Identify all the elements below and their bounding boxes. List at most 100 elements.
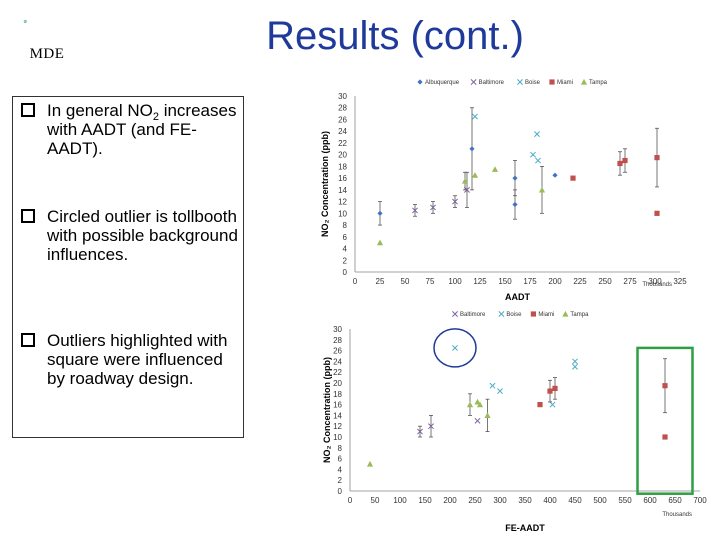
bullet-text-box: In general NO2 increases with AADT (and … <box>12 96 244 438</box>
legend-label-albuquerque: Albuquerque <box>425 80 460 86</box>
data-point-tampa <box>376 239 384 246</box>
legend-marker-miami <box>530 311 536 317</box>
legend-label-tampa: Tampa <box>589 80 608 86</box>
data-point-miami <box>617 160 623 167</box>
data-point-albuquerque <box>377 210 383 216</box>
y-tick-label: 6 <box>343 233 348 242</box>
checkbox-bullet-icon <box>21 333 35 347</box>
y-tick-label: 8 <box>343 221 348 230</box>
legend-marker-miami <box>549 79 555 85</box>
y-tick-label: 2 <box>343 256 348 265</box>
data-point-tampa <box>461 177 469 184</box>
data-point-boise <box>572 363 578 370</box>
data-point-tampa <box>471 172 479 178</box>
data-point-tampa <box>484 412 491 418</box>
page-title: Results (cont.) <box>266 14 524 58</box>
x-tick-label: 250 <box>468 496 482 505</box>
data-point-miami <box>654 155 660 161</box>
x-axis-unit: Thousands <box>642 282 672 288</box>
data-point-tampa <box>466 401 474 408</box>
legend-marker-baltimore <box>470 79 477 85</box>
x-tick-label: 50 <box>401 277 410 286</box>
y-tick-label: 18 <box>338 162 347 171</box>
y-tick-label: 0 <box>343 268 348 277</box>
data-point-tampa <box>474 398 481 405</box>
x-tick-label: 125 <box>473 277 487 286</box>
y-tick-label: 30 <box>338 92 347 101</box>
x-tick-label: 400 <box>543 496 557 505</box>
legend-marker-baltimore <box>452 311 458 317</box>
legend-label-baltimore: Baltimore <box>479 80 505 86</box>
legend-marker-tampa <box>562 310 569 317</box>
y-axis-label: NO₂ Concentration (ppb) <box>320 131 330 237</box>
x-axis-label: FE-AADT <box>505 523 545 533</box>
x-tick-label: 350 <box>518 496 532 505</box>
y-tick-label: 10 <box>338 209 347 218</box>
y-tick-label: 26 <box>338 115 347 124</box>
x-tick-label: 500 <box>593 496 607 505</box>
y-tick-label: 8 <box>338 444 343 453</box>
data-point-tampa <box>538 186 546 193</box>
y-tick-label: 12 <box>338 198 347 207</box>
data-point-miami <box>537 402 543 408</box>
outlier-square <box>636 346 694 495</box>
bullet-text: In general NO2 increases with AADT (and … <box>47 101 237 158</box>
x-tick-label: 225 <box>573 277 587 286</box>
data-point-albuquerque <box>552 172 558 178</box>
legend-marker-boise <box>517 79 523 85</box>
x-tick-label: 0 <box>353 277 358 286</box>
x-tick-label: 275 <box>623 277 637 286</box>
logo-text: MDE <box>29 46 65 62</box>
y-tick-label: 26 <box>333 347 342 356</box>
data-point-baltimore <box>474 417 481 424</box>
data-point-tampa <box>366 460 374 467</box>
x-tick-label: 200 <box>548 277 562 286</box>
x-tick-label: 175 <box>523 277 537 286</box>
y-tick-label: 20 <box>333 379 342 388</box>
x-tick-label: 200 <box>443 496 457 505</box>
y-tick-label: 12 <box>333 422 342 431</box>
data-point-boise <box>534 131 540 138</box>
data-point-baltimore <box>417 428 423 435</box>
mde-logo-icon <box>23 19 27 23</box>
y-tick-label: 10 <box>333 433 342 442</box>
legend-label-tampa: Tampa <box>570 312 589 318</box>
checkbox-bullet-icon <box>21 103 35 117</box>
data-point-baltimore <box>452 198 458 205</box>
data-point-miami <box>662 434 668 440</box>
data-point-miami <box>622 157 628 164</box>
x-tick-label: 100 <box>448 277 462 286</box>
legend-label-boise: Boise <box>525 80 541 86</box>
y-tick-label: 16 <box>338 174 347 183</box>
checkbox-bullet-icon <box>21 209 35 223</box>
data-point-boise <box>530 151 536 158</box>
y-tick-label: 28 <box>333 336 342 345</box>
data-point-albuquerque <box>512 175 518 181</box>
data-point-miami <box>570 175 576 181</box>
legend-label-baltimore: Baltimore <box>460 312 486 318</box>
x-tick-label: 325 <box>673 277 687 286</box>
data-point-boise <box>489 382 496 389</box>
y-tick-label: 22 <box>338 139 347 148</box>
x-tick-label: 600 <box>643 496 657 505</box>
y-tick-label: 4 <box>343 245 348 254</box>
x-tick-label: 550 <box>618 496 632 505</box>
y-tick-label: 16 <box>333 401 342 410</box>
y-tick-label: 20 <box>338 151 347 160</box>
data-point-tampa <box>491 166 499 172</box>
data-point-miami <box>552 385 558 391</box>
data-point-boise <box>572 358 578 365</box>
bullet-circled-outlier: Circled outlier is tollbooth with possib… <box>21 207 243 264</box>
data-point-boise <box>452 344 458 351</box>
x-tick-label: 25 <box>376 277 385 286</box>
bullet-text: Circled outlier is tollbooth with possib… <box>47 207 238 264</box>
y-tick-label: 4 <box>338 465 343 474</box>
data-point-tampa <box>476 401 484 408</box>
x-tick-label: 450 <box>568 496 582 505</box>
data-point-baltimore <box>430 204 436 211</box>
data-point-baltimore <box>428 423 434 430</box>
outlier-circle <box>433 328 477 368</box>
x-tick-label: 650 <box>668 496 682 505</box>
x-tick-label: 0 <box>348 496 353 505</box>
